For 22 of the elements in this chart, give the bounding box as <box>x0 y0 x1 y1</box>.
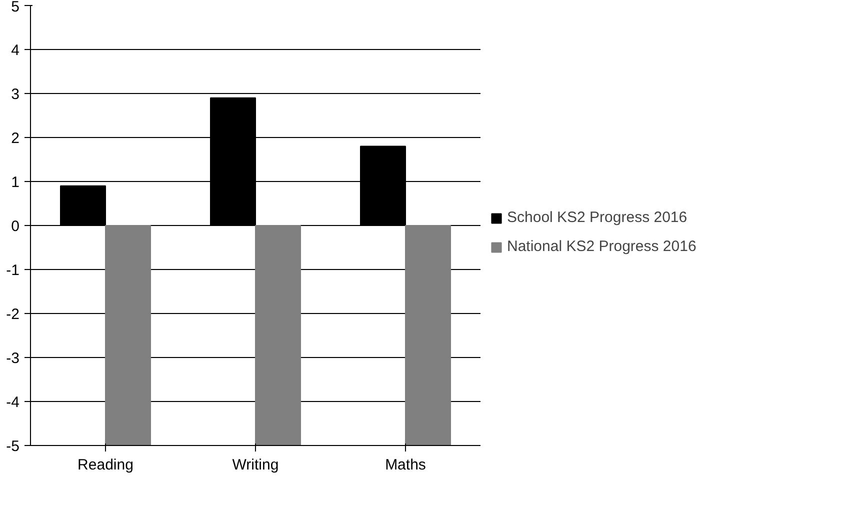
x-tick-label: Reading <box>78 456 134 474</box>
y-tick-label: -2 <box>6 306 20 323</box>
legend-label: National KS2 Progress 2016 <box>507 238 696 255</box>
y-tick-label: -1 <box>6 262 20 279</box>
bar <box>360 146 406 226</box>
bar <box>210 97 256 226</box>
y-tick-label: 0 <box>11 218 20 235</box>
bar <box>60 185 106 226</box>
y-tick-label: 4 <box>11 42 20 59</box>
x-tick-label: Maths <box>385 456 426 474</box>
y-tick-label: 3 <box>11 86 20 103</box>
y-tick-label: 1 <box>11 174 20 191</box>
bar <box>105 225 151 446</box>
bar <box>255 225 301 446</box>
bar <box>405 225 451 446</box>
y-tick-label: 5 <box>11 0 20 16</box>
legend-label: School KS2 Progress 2016 <box>507 209 688 226</box>
x-tick-label: Writing <box>232 456 279 474</box>
y-tick-label: 2 <box>11 130 20 147</box>
y-tick-label: -3 <box>6 350 20 367</box>
y-tick-label: -5 <box>6 438 20 455</box>
y-tick-label: -4 <box>6 394 20 411</box>
